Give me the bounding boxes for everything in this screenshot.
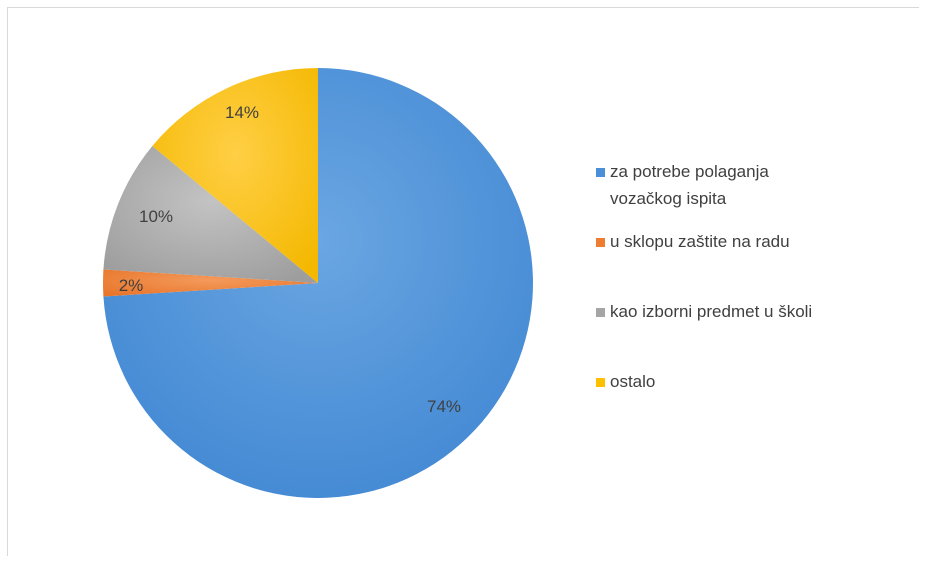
legend: za potrebe polaganja vozačkog ispita u s… bbox=[596, 158, 896, 395]
legend-swatch bbox=[596, 378, 605, 387]
legend-item: za potrebe polaganja vozačkog ispita bbox=[596, 158, 896, 212]
legend-label: kao izborni predmet u školi bbox=[610, 302, 813, 321]
legend-swatch bbox=[596, 238, 605, 247]
chart-area bbox=[7, 7, 919, 556]
pie-slice bbox=[103, 145, 318, 283]
legend-label: za potrebe polaganja bbox=[610, 162, 769, 181]
legend-item: ostalo bbox=[596, 368, 896, 395]
legend-swatch bbox=[596, 168, 605, 177]
pie-slice bbox=[103, 269, 318, 297]
legend-label: ostalo bbox=[610, 372, 656, 391]
legend-label: vozačkog ispita bbox=[610, 189, 727, 208]
slice-label: 10% bbox=[139, 207, 173, 226]
legend-swatch bbox=[596, 308, 605, 317]
pie-slice bbox=[103, 68, 533, 498]
slice-label: 74% bbox=[427, 397, 461, 416]
legend-label: u sklopu zaštite na radu bbox=[610, 232, 790, 251]
pie-slice bbox=[152, 68, 318, 283]
legend-item: u sklopu zaštite na radu bbox=[596, 228, 896, 255]
slice-label: 2% bbox=[119, 276, 144, 295]
legend-item: kao izborni predmet u školi bbox=[596, 298, 896, 325]
slice-label: 14% bbox=[225, 103, 259, 122]
